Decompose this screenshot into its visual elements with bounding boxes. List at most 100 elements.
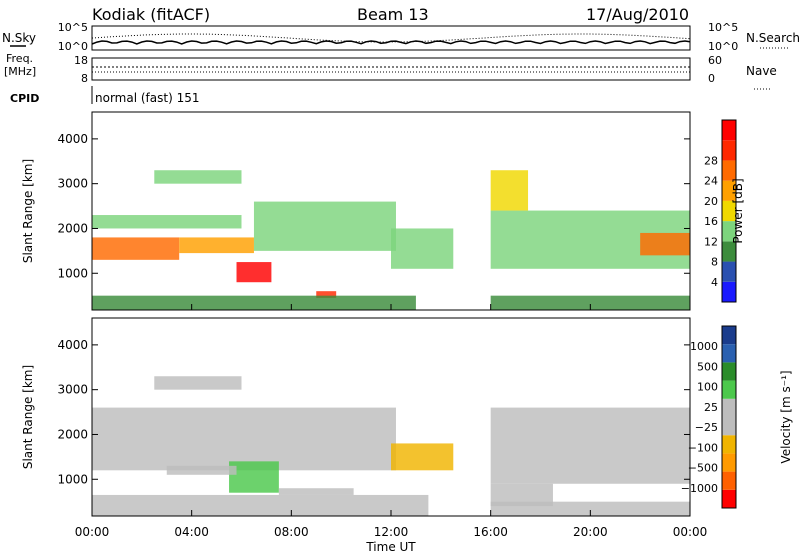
sky-noise-trace (91, 40, 691, 45)
freq-right-label: Nave (746, 64, 777, 78)
velocity-echo-region (490, 501, 690, 516)
velocity-colorbar-segment (722, 435, 736, 454)
velocity-y-tick-label: 2000 (57, 427, 88, 441)
power-echo-region (640, 232, 690, 256)
power-colorbar-tick-label: 20 (704, 195, 718, 208)
x-tick-label: 08:00 (274, 525, 309, 539)
x-axis-label: Time UT (365, 540, 416, 554)
beam-label: Beam 13 (357, 5, 429, 24)
velocity-echo-region (278, 488, 354, 495)
freq-panel-frame (91, 57, 691, 81)
velocity-colorbar: 1000 500 100 25 −25 −100 −500 −1000 (681, 325, 737, 509)
velocity-y-ticks: 1000 2000 3000 4000 (57, 338, 690, 486)
velocity-colorbar-tick-label: 100 (697, 381, 718, 394)
freq-left-tick-bottom: 8 (81, 72, 88, 85)
velocity-colorbar-segment (722, 362, 736, 381)
power-colorbar-segment (722, 241, 736, 262)
velocity-y-tick-label: 1000 (57, 472, 88, 486)
power-echo-region (316, 291, 337, 298)
x-tick-label: 12:00 (374, 525, 409, 539)
velocity-colorbar-tick-label: 25 (704, 401, 718, 414)
x-tick-label: 00:00 (75, 525, 110, 539)
power-colorbar-segment (722, 281, 736, 302)
freq-right-tick-bottom: 0 (708, 72, 715, 85)
noise-right-tick-top: 10^5 (708, 21, 738, 34)
noise-panel-frame (91, 25, 691, 51)
velocity-colorbar-label: Velocity [m s⁻¹] (779, 370, 793, 463)
velocity-colorbar-tick-label: 1000 (690, 340, 718, 353)
power-panel (92, 170, 690, 310)
velocity-panel (92, 376, 690, 516)
power-echo-region (253, 201, 396, 251)
velocity-echo-region (166, 465, 237, 475)
noise-left-label: N.Sky (2, 31, 36, 45)
power-colorbar-segment (722, 180, 736, 201)
time-x-ticks: 00:00 04:00 08:00 12:00 16:00 20:00 00:00 (75, 304, 708, 539)
power-y-tick-label: 3000 (57, 177, 88, 191)
velocity-colorbar-segment (722, 471, 736, 490)
velocity-colorbar-segment (722, 380, 736, 399)
power-colorbar-tick-label: 4 (711, 276, 718, 289)
velocity-colorbar-frame (721, 325, 737, 509)
velocity-colorbar-tick-label: −25 (695, 421, 718, 434)
velocity-echo-region (490, 483, 553, 507)
power-colorbar-segment (722, 160, 736, 181)
velocity-colorbar-tick-label: −1000 (681, 482, 718, 495)
power-echo-region (490, 295, 690, 310)
power-y-tick-label: 1000 (57, 266, 88, 280)
x-tick-label: 04:00 (174, 525, 209, 539)
power-colorbar-segment (722, 261, 736, 282)
power-y-tick-label: 2000 (57, 221, 88, 235)
power-colorbar: 4 8 12 16 20 24 28 (704, 119, 737, 303)
velocity-colorbar-segment (722, 344, 736, 363)
freq-right-tick-top: 60 (708, 54, 722, 67)
power-echo-region (236, 262, 272, 283)
noise-traces (91, 33, 691, 45)
power-colorbar-tick-label: 16 (704, 215, 718, 228)
freq-left-label-2: [MHz] (4, 65, 36, 78)
power-echo-region (92, 215, 242, 229)
velocity-colorbar-segment (722, 417, 736, 436)
cpid-value: normal (fast) 151 (95, 91, 199, 105)
cpid-label: CPID (10, 92, 39, 105)
velocity-colorbar-tick-label: −100 (688, 441, 718, 454)
noise-right-tick-bottom: 10^0 (708, 40, 738, 53)
x-tick-label: 20:00 (573, 525, 608, 539)
x-tick-label: 00:00 (673, 525, 708, 539)
freq-left-label-1: Freq. (6, 52, 33, 65)
power-colorbar-segment (722, 200, 736, 222)
freq-left-tick-top: 18 (74, 54, 88, 67)
power-colorbar-segment (722, 140, 736, 161)
station-title: Kodiak (fitACF) (92, 5, 210, 24)
velocity-colorbar-segment (722, 326, 736, 345)
velocity-echo-region (490, 407, 690, 484)
power-y-ticks: 1000 2000 3000 4000 (57, 132, 690, 280)
power-colorbar-segment (722, 221, 736, 242)
noise-left-tick-bottom: 10^0 (58, 40, 88, 53)
velocity-echo-region (92, 407, 396, 471)
noise-right-label: N.Search (746, 31, 800, 45)
power-echo-region (92, 237, 180, 260)
velocity-colorbar-segment (722, 398, 736, 417)
x-tick-label: 16:00 (473, 525, 508, 539)
power-echo-region (154, 170, 242, 184)
power-colorbar-label: Power [dB] (731, 178, 745, 243)
power-echo-region (92, 295, 416, 310)
velocity-echo-region (154, 376, 242, 390)
date-label: 17/Aug/2010 (586, 5, 689, 24)
velocity-colorbar-tick-label: −500 (688, 462, 718, 475)
power-colorbar-tick-label: 28 (704, 154, 718, 167)
power-colorbar-tick-label: 12 (704, 235, 718, 248)
power-colorbar-frame (721, 119, 737, 303)
noise-left-tick-top: 10^5 (58, 21, 88, 34)
power-colorbar-tick-label: 24 (704, 175, 718, 188)
velocity-y-tick-label: 4000 (57, 338, 88, 352)
velocity-echo-region (391, 443, 454, 471)
velocity-y-axis-label: Slant Range [km] (21, 365, 35, 469)
power-echo-region (391, 228, 454, 269)
power-y-axis-label: Slant Range [km] (21, 159, 35, 263)
velocity-y-tick-label: 3000 (57, 383, 88, 397)
power-y-tick-label: 4000 (57, 132, 88, 146)
search-noise-trace (91, 33, 691, 43)
